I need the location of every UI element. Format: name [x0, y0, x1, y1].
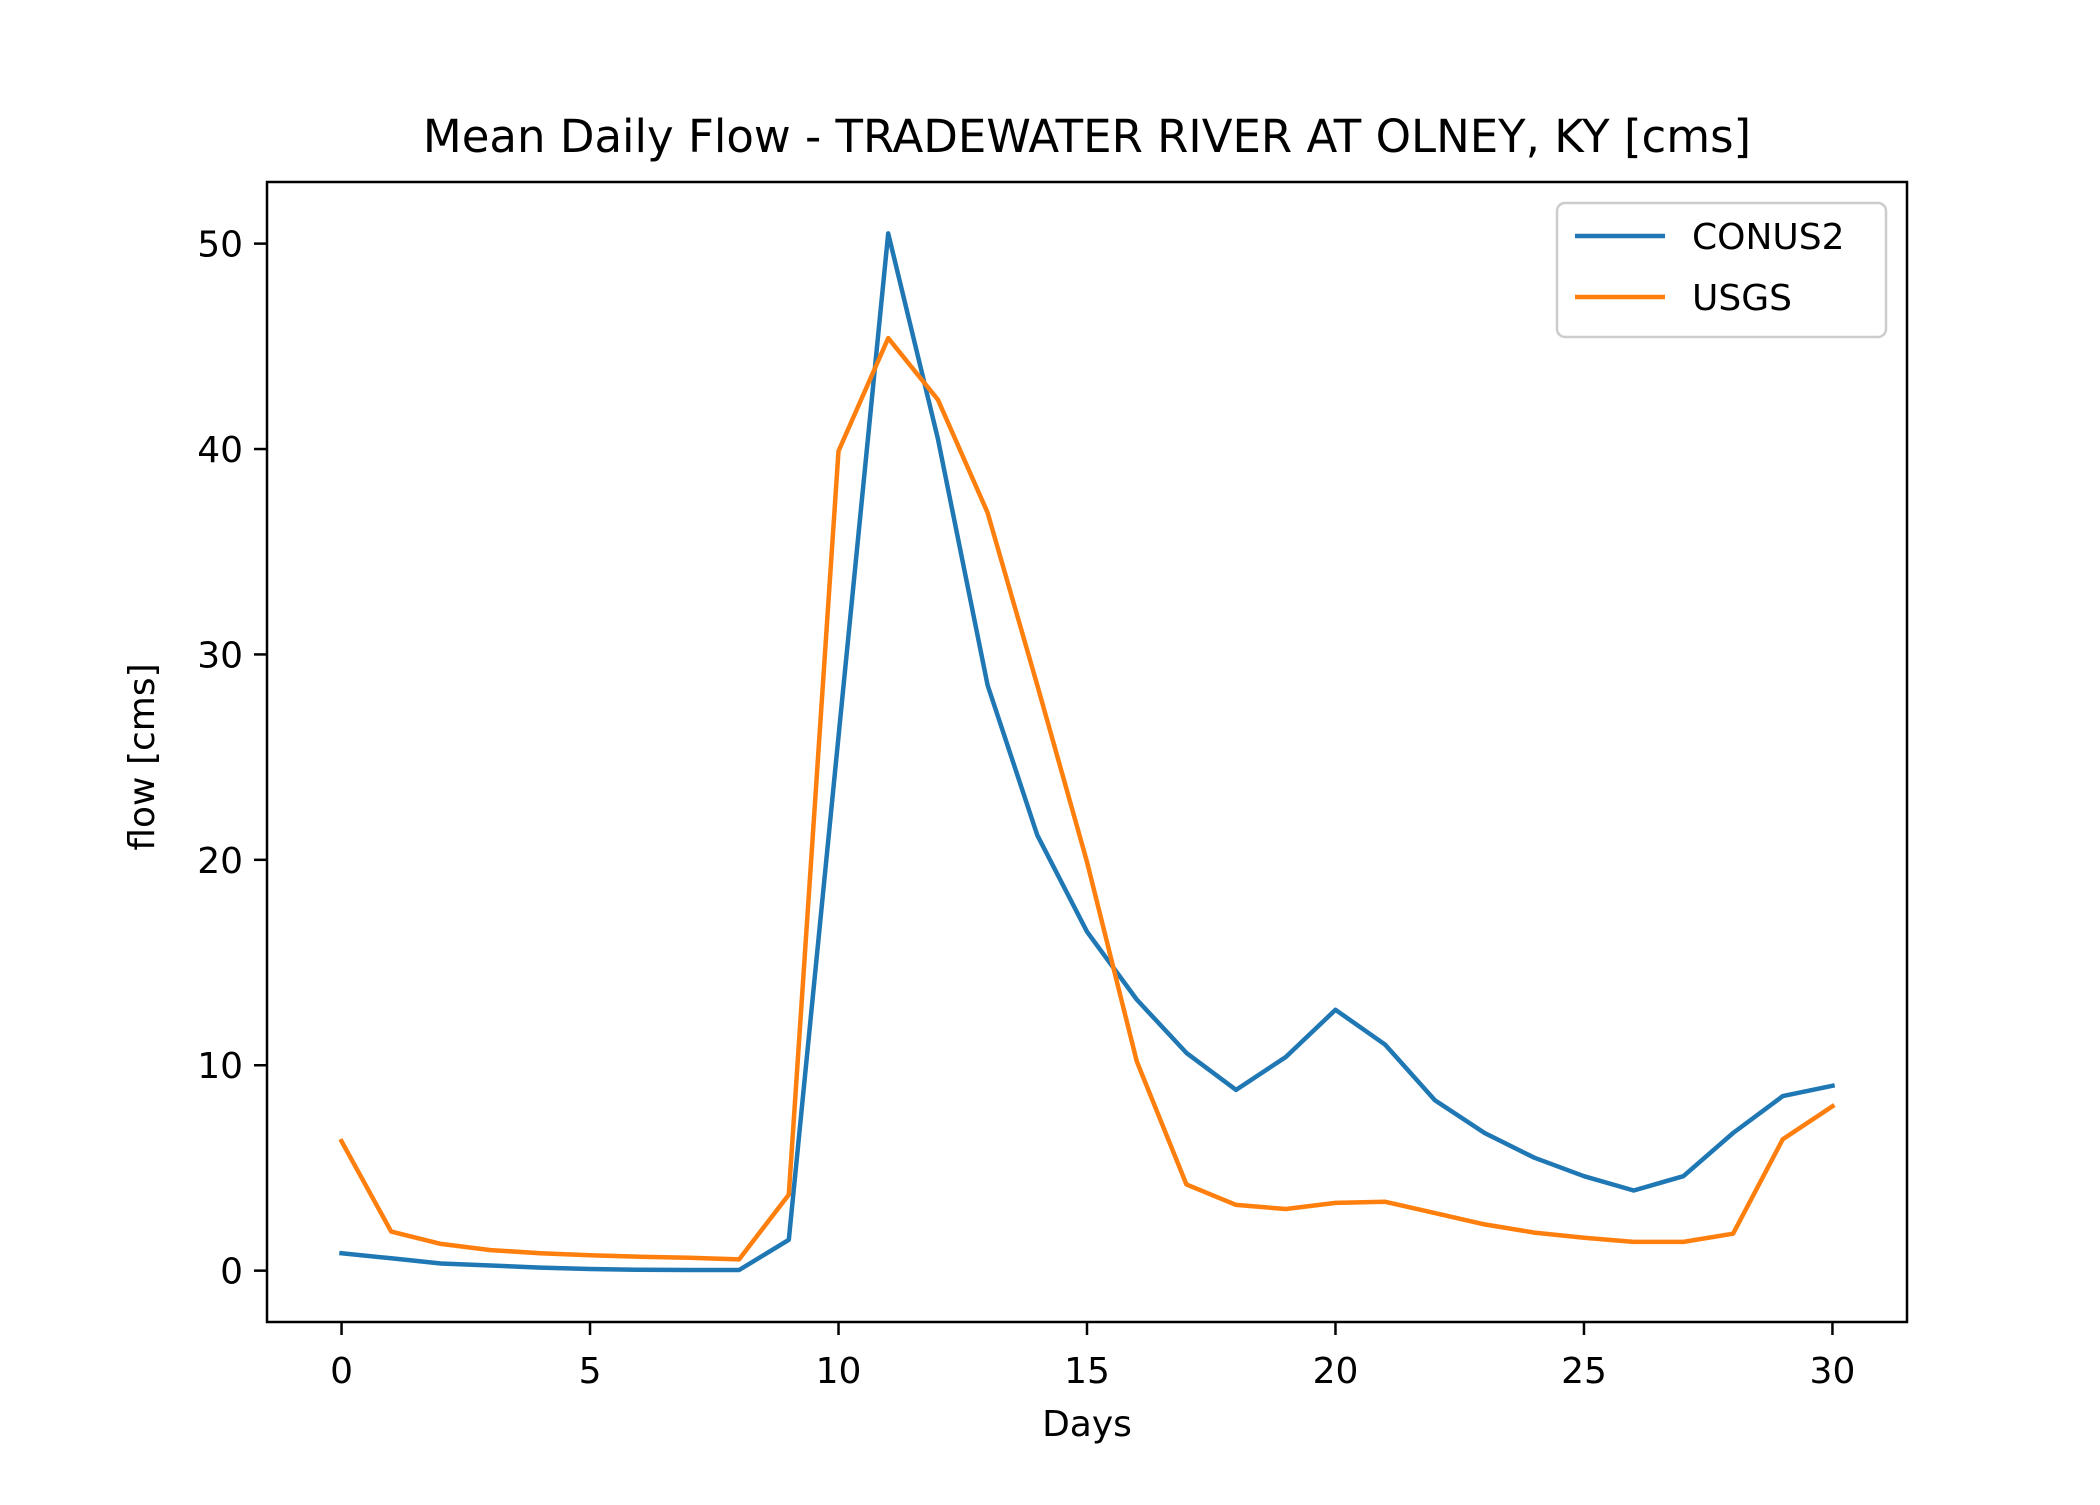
x-tick-label: 10 — [816, 1351, 862, 1392]
x-tick-label: 20 — [1313, 1351, 1359, 1392]
y-tick-label: 50 — [197, 225, 243, 266]
x-axis-label: Days — [1042, 1404, 1132, 1445]
legend: CONUS2 USGS — [1555, 201, 1888, 339]
series-line-conus2 — [339, 231, 1836, 1273]
y-tick-label: 30 — [197, 635, 243, 676]
x-tick-label: 25 — [1561, 1351, 1607, 1392]
legend-label-usgs: USGS — [1692, 278, 1792, 319]
y-tick-label: 10 — [197, 1046, 243, 1087]
y-tick-label: 40 — [197, 430, 243, 471]
plot-area-frame — [265, 180, 1909, 1324]
x-tick-label: 30 — [1810, 1351, 1856, 1392]
x-tick-label: 5 — [579, 1351, 602, 1392]
series-lines — [338, 231, 1836, 1273]
y-tick-label: 0 — [220, 1252, 243, 1293]
y-tick-label: 20 — [197, 841, 243, 882]
y-axis-label: flow [cms] — [122, 663, 163, 850]
chart-title: Mean Daily Flow - TRADEWATER RIVER AT OL… — [423, 110, 1751, 163]
x-tick-label: 15 — [1064, 1351, 1110, 1392]
axis-ticks: 0 5 10 15 20 25 30 0 10 20 30 40 50 — [197, 225, 1855, 1392]
x-tick-label: 0 — [330, 1351, 353, 1392]
legend-label-conus2: CONUS2 — [1692, 217, 1845, 258]
series-line-usgs — [338, 335, 1836, 1262]
